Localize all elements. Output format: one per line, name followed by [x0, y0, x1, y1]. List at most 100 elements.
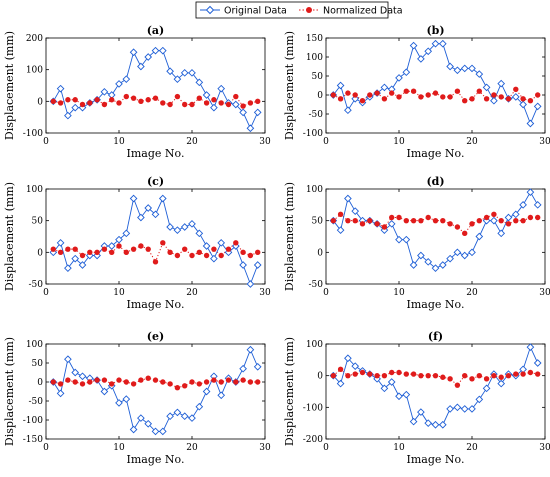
original-data-point: [460, 251, 469, 260]
normalized-data-point: [491, 211, 497, 218]
original-data-point: [195, 402, 204, 411]
normalized-data-point: [462, 98, 468, 104]
original-data-point: [115, 399, 123, 407]
normalized-data-point: [527, 214, 534, 221]
normalized-data-point: [189, 101, 195, 108]
original-data-point: [490, 216, 498, 225]
plot-area-f: [325, 343, 546, 440]
original-data-point: [180, 68, 189, 77]
original-data-point: [158, 194, 167, 203]
original-data-point: [253, 108, 262, 117]
original-data-point: [188, 219, 196, 228]
x-tick-label: 30: [259, 288, 271, 298]
normalized-data-point: [352, 217, 358, 224]
normalized-data-point: [440, 374, 446, 380]
original-data-point: [351, 207, 360, 216]
original-data-point: [417, 55, 425, 63]
normalized-data-point: [182, 383, 188, 389]
original-data-point: [231, 100, 240, 109]
normalized-data-point: [535, 371, 541, 377]
normalized-data-point: [174, 385, 181, 391]
normalized-data-point: [418, 94, 424, 100]
original-data-point: [144, 419, 153, 428]
original-data-point: [453, 403, 462, 412]
normalized-data-point: [196, 249, 202, 256]
original-data-point: [158, 427, 167, 436]
normalized-data-point: [203, 379, 210, 385]
original-data-point: [210, 103, 218, 112]
original-data-point: [497, 379, 506, 388]
original-data-line: [332, 345, 539, 426]
normalized-data-point: [374, 90, 380, 96]
original-data-point: [497, 229, 506, 238]
panel-title: (b): [426, 24, 444, 37]
normalized-data-point: [447, 221, 453, 227]
original-data-point: [100, 87, 109, 96]
x-tick-label: 0: [323, 288, 329, 298]
original-data-point: [202, 91, 211, 99]
original-data-point: [246, 345, 255, 354]
normalized-data-point: [359, 221, 366, 227]
normalized-data-point: [233, 93, 239, 100]
original-data-point: [202, 387, 211, 396]
normalized-data-point: [337, 96, 344, 102]
original-data-point: [380, 384, 389, 393]
original-data-point: [166, 67, 174, 76]
normalized-data-point: [240, 249, 246, 256]
original-data-point: [402, 68, 411, 77]
original-data-point: [387, 378, 396, 386]
original-data-point: [122, 75, 131, 84]
original-data-point: [424, 257, 433, 266]
y-tick-label: 200: [26, 34, 43, 44]
original-data-point: [409, 261, 418, 269]
original-data-point: [533, 200, 542, 209]
original-data-point: [56, 238, 65, 247]
original-data-point: [239, 108, 247, 117]
normalized-data-point: [476, 372, 482, 379]
x-tick-label: 10: [113, 443, 125, 453]
original-data-point: [395, 74, 403, 82]
original-data-point: [144, 204, 153, 212]
x-axis-label: Image No.: [407, 453, 465, 466]
y-axis-label: Displacement (mm): [283, 182, 296, 291]
normalized-data-point: [87, 249, 93, 256]
normalized-data-point: [389, 214, 395, 221]
x-axis-label: Image No.: [127, 147, 185, 160]
normalized-data-point: [505, 372, 512, 379]
normalized-data-point: [255, 98, 261, 105]
y-tick-label: 0: [317, 91, 323, 101]
y-tick-label: -50: [29, 280, 44, 290]
normalized-data-point: [79, 101, 86, 108]
original-data-point: [56, 389, 65, 398]
normalized-data-point: [352, 371, 358, 377]
normalized-data-point: [123, 379, 129, 385]
normalized-data-point: [432, 372, 439, 379]
normalized-data-point: [189, 252, 195, 259]
normalized-data-point: [469, 96, 475, 102]
normalized-data-point: [389, 369, 395, 376]
normalized-data-point: [381, 372, 388, 379]
normalized-data-point: [160, 100, 166, 106]
x-tick-label: 30: [539, 137, 550, 147]
normalized-data-point: [57, 100, 64, 106]
original-data-point: [424, 419, 433, 428]
normalized-data-point: [440, 217, 446, 224]
original-data-point: [122, 229, 131, 238]
original-data-point: [336, 226, 345, 235]
normalized-data-point: [196, 381, 202, 387]
normalized-data-point: [498, 217, 504, 224]
normalized-data-point: [454, 382, 461, 388]
original-data-point: [239, 364, 247, 373]
normalized-data-point: [225, 377, 232, 383]
normalized-data-point: [50, 379, 56, 385]
normalized-data-point: [138, 377, 144, 383]
original-data-point: [475, 395, 484, 404]
normalized-data-point: [418, 217, 424, 224]
normalized-data-point: [109, 381, 115, 387]
panel-f: 0 10 20 30 -200 -100 0 100 (f) Image No. Displacem…: [283, 330, 550, 466]
original-data-point: [71, 254, 80, 263]
normalized-data-point: [483, 214, 490, 221]
legend-normalized-label: Normalized Data: [323, 6, 403, 17]
